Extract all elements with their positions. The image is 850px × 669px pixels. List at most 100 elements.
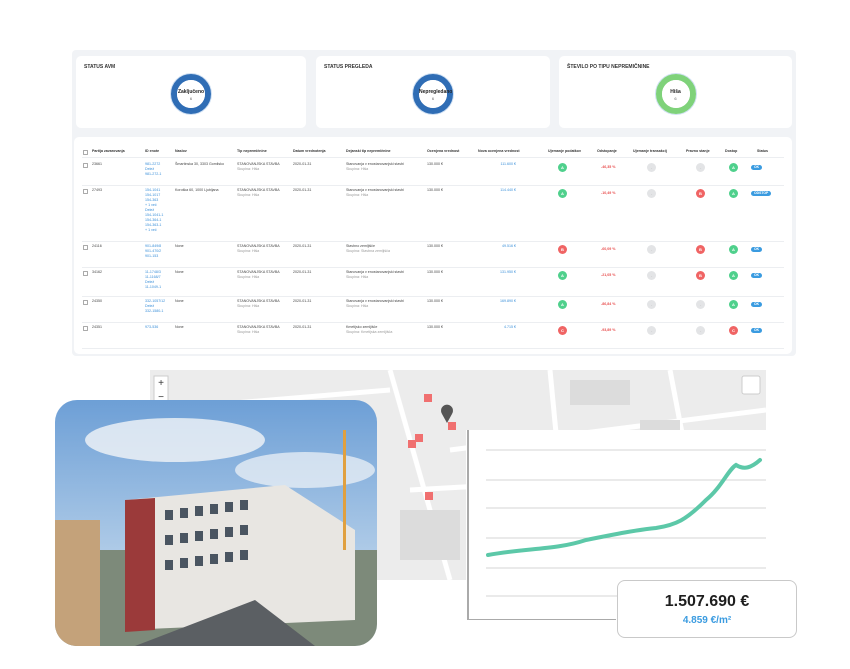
unit-id[interactable]: Delež	[145, 167, 155, 171]
actual-type: Stanovanja v enostanovanjski stavbi	[346, 162, 404, 166]
access-badge: A	[729, 245, 738, 255]
actual-type: Stavbno zemljišče	[346, 244, 375, 249]
actual-type-group: Skupina: Hiša	[346, 167, 369, 171]
unit-id[interactable]: 154-1017	[145, 193, 161, 197]
actual-type: Stanovanja v enostanovanjski stavbi	[346, 270, 404, 275]
row-divider	[82, 267, 784, 269]
zoom-out[interactable]: −	[158, 392, 164, 403]
status-tag: OK	[751, 247, 763, 253]
deviation: -60,09 %	[601, 247, 616, 252]
column-header[interactable]: Dostop	[725, 149, 738, 153]
checkbox[interactable]	[83, 245, 88, 251]
column-header[interactable]: Ujemanje transakcij	[633, 149, 667, 153]
column-header[interactable]: Ujemanje podatkov	[548, 149, 581, 153]
deviation: -10,49 %	[601, 191, 616, 195]
column-header[interactable]: Tip nepremičnine	[237, 149, 267, 153]
property-type-group: Skupina: Hiša	[237, 329, 260, 334]
property-type: STANOVANJSKA STAVBA	[237, 244, 280, 249]
unit-id[interactable]: 154-363	[145, 198, 159, 202]
unit-id[interactable]: 154-363-1	[145, 223, 162, 227]
unit-id[interactable]: 11-1168/7	[145, 275, 161, 280]
property-type: STANOVANJSKA STAVBA	[237, 270, 280, 275]
actual-type-group: Skupina: Hiša	[346, 303, 369, 308]
unit-id[interactable]: + 1 več	[145, 203, 157, 207]
address: None	[175, 324, 184, 329]
address: Šmartinska 30, 3303 Gomilsko	[175, 162, 224, 166]
valuation-date: 2020-01-31	[293, 270, 312, 275]
legal-status-badge: B	[696, 189, 705, 198]
property-type-group: Skupina: Hiša	[237, 167, 260, 171]
unit-id[interactable]: 332-1580-1	[145, 308, 164, 313]
transaction-match-badge: -	[647, 163, 656, 172]
transaction-match-badge: -	[647, 325, 656, 335]
data-match-badge: A	[558, 299, 567, 309]
row-divider	[82, 295, 784, 297]
address: Koroška 60, 1000 Ljubljana	[175, 188, 219, 192]
unit-id[interactable]: 154-1041-1	[145, 213, 164, 217]
status-tag: ODSTOP	[751, 191, 772, 196]
access-badge: A	[729, 271, 738, 281]
column-header[interactable]: Pravno stanje	[686, 149, 710, 153]
column-header[interactable]: Naslov	[175, 149, 187, 153]
unit-id[interactable]: Delež	[145, 280, 155, 285]
status-tag: OK	[751, 327, 763, 333]
deviation: -86,84 %	[601, 301, 616, 306]
property-type: STANOVANJSKA STAVBA	[237, 324, 280, 329]
estimated-value: 130.000 €	[427, 270, 443, 275]
unit-id[interactable]: + 1 več	[145, 228, 157, 232]
unit-id[interactable]: 332-1057/12	[145, 298, 166, 303]
column-header[interactable]: Partija zavarovanja	[92, 149, 125, 153]
new-value: 111.600 €	[500, 162, 516, 166]
unit-id[interactable]: 901-849/8	[145, 244, 162, 249]
deviation: -21,05 %	[601, 273, 616, 278]
transaction-match-badge: -	[647, 245, 656, 255]
checkbox[interactable]	[83, 271, 88, 277]
unit-id[interactable]: 11-1049-1	[145, 285, 162, 290]
checkbox[interactable]	[83, 150, 88, 155]
property-type: STANOVANJSKA STAVBA	[237, 162, 280, 166]
unit-id[interactable]: 154-1041	[145, 188, 161, 192]
column-header[interactable]: Dejanski tip nepremičnine	[346, 149, 391, 153]
column-header[interactable]: Odstopanje	[597, 149, 617, 153]
zoom-in[interactable]: +	[158, 378, 164, 389]
unit-id[interactable]: 154-364-1	[145, 218, 162, 222]
unit-id[interactable]: Delež	[145, 208, 155, 212]
column-header[interactable]: Datum vrednotenja	[293, 149, 326, 153]
checkbox[interactable]	[83, 163, 88, 168]
column-header[interactable]: ID enote	[145, 149, 160, 153]
access-badge: A	[729, 299, 738, 309]
donut: Zaključeno 6	[171, 74, 211, 114]
donut: Hiša 6	[655, 74, 696, 114]
donut-count: 6	[674, 96, 677, 101]
checkbox[interactable]	[83, 299, 88, 305]
unit-id[interactable]: 11-1748/3	[145, 270, 161, 275]
data-match-badge: A	[558, 271, 567, 281]
checkbox[interactable]	[83, 189, 88, 194]
transaction-match-badge: -	[647, 189, 656, 198]
column-header[interactable]: Status	[757, 149, 768, 153]
map-pins	[408, 394, 456, 500]
unit-id[interactable]: Delež	[145, 303, 155, 308]
column-header[interactable]: Ocenjena vrednost	[427, 149, 460, 153]
actual-type: Stanovanja v enostanovanjski stavbi	[346, 298, 404, 303]
column-header[interactable]: Nova ocenjena vrednost	[478, 149, 520, 153]
unit-id[interactable]: 901-153	[145, 254, 159, 259]
address: None	[175, 270, 184, 275]
checkbox[interactable]	[83, 325, 88, 331]
unit-id[interactable]: 981-2272	[145, 162, 161, 166]
actual-type-group: Skupina: Kmetijska zemljišča	[346, 329, 393, 334]
price-per-m2: 4.859 €/m²	[682, 615, 732, 626]
layers-button[interactable]	[741, 375, 761, 395]
access-badge: A	[729, 163, 738, 172]
donut-center: Zaključeno 6	[177, 80, 205, 108]
new-value: 49.516 €	[502, 244, 516, 249]
property-type-group: Skupina: Hiša	[237, 275, 260, 280]
row-id: 24116	[92, 244, 102, 249]
unit-id[interactable]: 981-272-1	[145, 172, 162, 176]
unit-id[interactable]: 901-470/2	[145, 249, 162, 254]
card-title: STATUS PREGLEDA	[324, 64, 373, 70]
estimated-value: 130.000 €	[427, 162, 443, 166]
legal-status-badge: -	[696, 299, 705, 309]
unit-id[interactable]: 973-536	[145, 324, 159, 329]
valuation-date: 2020-01-31	[293, 244, 312, 249]
